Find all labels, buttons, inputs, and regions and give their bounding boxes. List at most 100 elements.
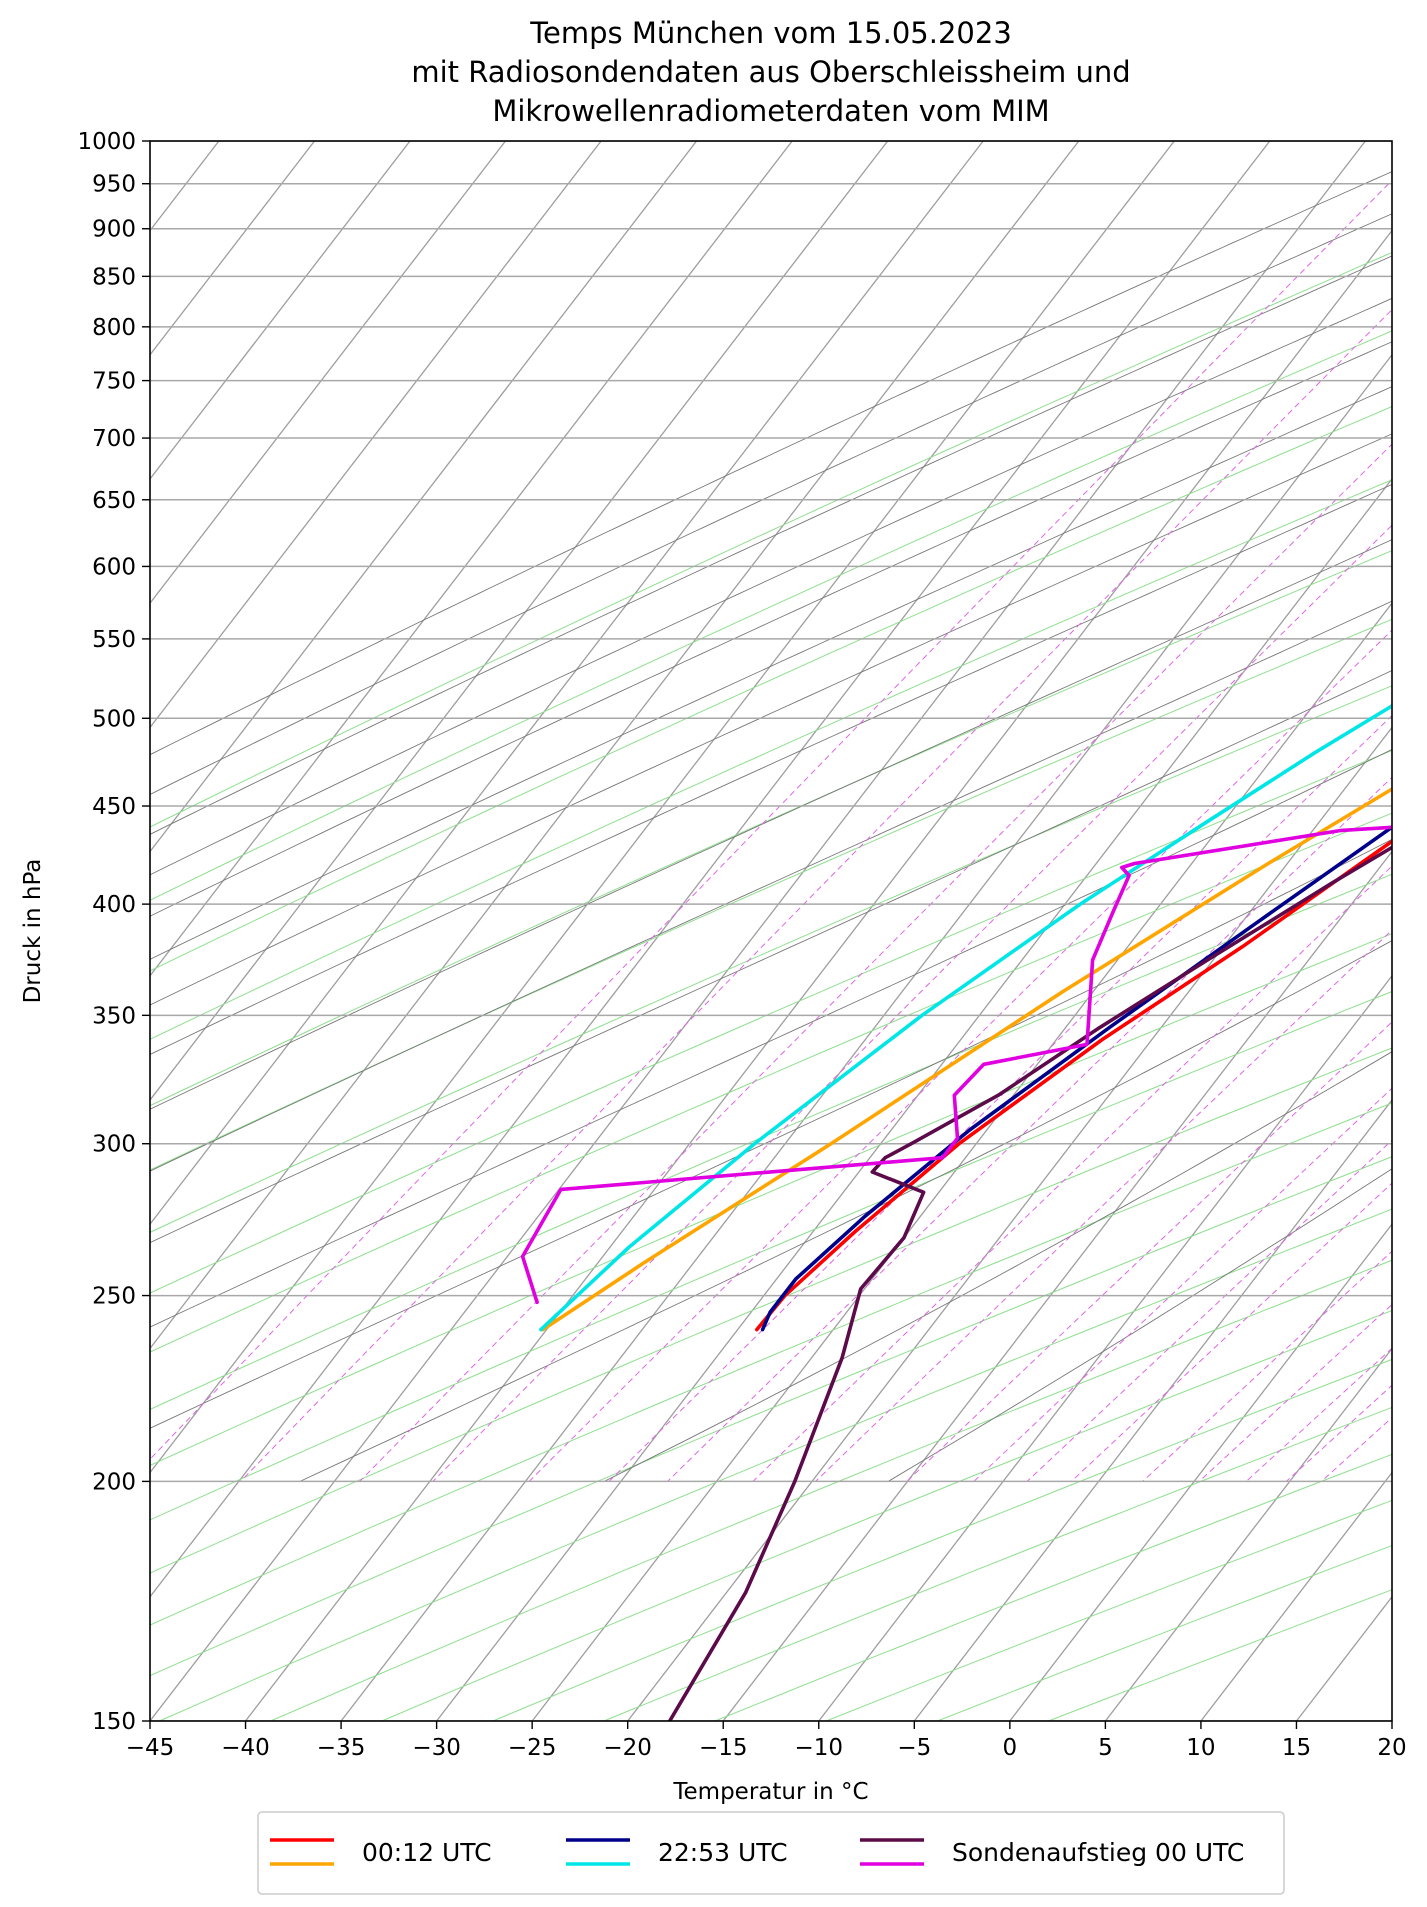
mixing-ratio-line (1321, 1416, 1392, 1482)
chart-title-line-1: Temps München vom 15.05.2023 (529, 16, 1012, 50)
mixing-ratio-line (1142, 1250, 1392, 1482)
y-tick-label: 350 (92, 1003, 136, 1029)
dry-adiabat-line (150, 1156, 1392, 1677)
x-tick-label: −30 (412, 1735, 461, 1761)
x-tick-label: 10 (1186, 1735, 1215, 1761)
series-group (520, 703, 1392, 1721)
isotherm-line (244, 229, 1392, 1721)
x-tick-label: −10 (794, 1735, 843, 1761)
y-tick-label: 150 (92, 1709, 136, 1735)
isotherm-line (150, 141, 1175, 1474)
y-axis-ticks: 150 200 250 300 350 400 450 500 550 600 650 700 750 8… (77, 129, 150, 1735)
y-tick-label: 1000 (77, 129, 136, 155)
plot-frame (149, 140, 1393, 1722)
moist-adiabat-line (150, 670, 1392, 1244)
mixing-ratio-line (240, 308, 1392, 1482)
dewpoint-series-line (520, 825, 1392, 1305)
isotherm-line (340, 353, 1392, 1721)
y-tick-label: 700 (92, 426, 136, 452)
dry-adiabat-line (714, 1453, 1392, 1721)
dry-adiabat-line (150, 479, 1392, 1040)
dry-adiabat-line (492, 1358, 1392, 1721)
chart-title-line-3: Mikrowellenradiometerdaten vom MIM (492, 94, 1049, 128)
dry-adiabat-line (150, 685, 1392, 1233)
isotherm-line (150, 141, 507, 605)
y-tick-label: 750 (92, 369, 136, 395)
legend-label: Sondenaufstieg 00 UTC (952, 1838, 1244, 1867)
y-tick-label: 800 (92, 315, 136, 341)
isotherm-line (150, 141, 889, 1102)
isotherm-line (150, 141, 316, 356)
dry-adiabat-line (150, 251, 1392, 828)
isotherm-line (150, 141, 793, 977)
mixing-ratio-line (528, 629, 1392, 1482)
mixing-ratio-line (1245, 1347, 1392, 1482)
x-tick-label: −45 (126, 1735, 175, 1761)
y-tick-label: 650 (92, 488, 136, 514)
isotherm-line (722, 850, 1392, 1721)
x-axis-label: Temperatur in °C (672, 1779, 868, 1805)
mixing-ratio-line (667, 776, 1392, 1482)
mixing-ratio-line (752, 865, 1392, 1482)
y-tick-label: 900 (92, 217, 136, 243)
x-tick-label: −5 (897, 1735, 931, 1761)
isotherm-line (1391, 1719, 1392, 1721)
y-tick-label: 850 (92, 264, 136, 290)
x-tick-label: 0 (1003, 1735, 1018, 1761)
dry-adiabat-line (150, 406, 1392, 972)
background-lines (150, 141, 1392, 1721)
legend-label: 22:53 UTC (658, 1838, 788, 1867)
y-tick-label: 500 (92, 706, 136, 732)
isotherm-line (1295, 1595, 1392, 1721)
mixing-ratio-line (815, 929, 1392, 1482)
dry-adiabat-line (150, 618, 1392, 1171)
temperature-series-line (760, 824, 1392, 1332)
dry-adiabat-line (150, 812, 1392, 1353)
y-tick-label: 300 (92, 1132, 136, 1158)
dewpoint-series-line (541, 786, 1392, 1332)
dry-adiabat-line (826, 1499, 1392, 1721)
dry-adiabat-line (603, 1406, 1392, 1721)
dewpoint-series-line (539, 703, 1392, 1332)
moist-adiabat-line (150, 838, 1392, 1429)
isotherm-line (150, 141, 1366, 1721)
moist-adiabat-line (604, 1051, 1392, 1482)
isotherm-line (818, 974, 1392, 1721)
chart-title-line-2: mit Radiosondendaten aus Oberschleisshei… (411, 55, 1130, 89)
dry-adiabat-line (150, 991, 1392, 1521)
isotherm-line (150, 141, 1080, 1350)
dry-adiabat-line (937, 1544, 1392, 1721)
isotherm-line (531, 602, 1392, 1721)
x-tick-label: −15 (699, 1735, 748, 1761)
dry-adiabat-line (150, 330, 1392, 901)
y-tick-label: 200 (92, 1469, 136, 1495)
pressure-grid (150, 141, 1392, 1721)
x-tick-label: −40 (221, 1735, 270, 1761)
isotherm-line (913, 1098, 1392, 1721)
isotherm-line (150, 141, 1271, 1598)
legend-label: 00:12 UTC (362, 1838, 492, 1867)
legend: 00:12 UTC 22:53 UTC Sondenaufstieg 00 UTC (257, 1811, 1285, 1895)
legend-box (257, 1811, 1285, 1895)
y-tick-label: 250 (92, 1284, 136, 1310)
dry-adiabat-line (150, 1102, 1392, 1626)
x-tick-label: −20 (603, 1735, 652, 1761)
isotherm-line (1009, 1223, 1392, 1721)
x-tick-label: −35 (317, 1735, 366, 1761)
y-tick-label: 450 (92, 794, 136, 820)
x-tick-label: 15 (1282, 1735, 1311, 1761)
mixing-ratio-line (1070, 1182, 1392, 1482)
mixing-ratio-line (432, 524, 1392, 1482)
moist-adiabat-line (150, 748, 1392, 1328)
y-tick-label: 400 (92, 892, 136, 918)
moist-adiabat-line (150, 600, 1392, 1172)
x-tick-label: −25 (508, 1735, 557, 1761)
isotherm-line (150, 141, 698, 853)
isotherm-line (627, 726, 1392, 1721)
dry-adiabat-line (150, 1047, 1392, 1574)
moist-adiabat-line (299, 940, 1392, 1482)
temperature-series-line (667, 845, 1392, 1721)
y-tick-label: 950 (92, 172, 136, 198)
dry-adiabat-line (150, 873, 1392, 1411)
